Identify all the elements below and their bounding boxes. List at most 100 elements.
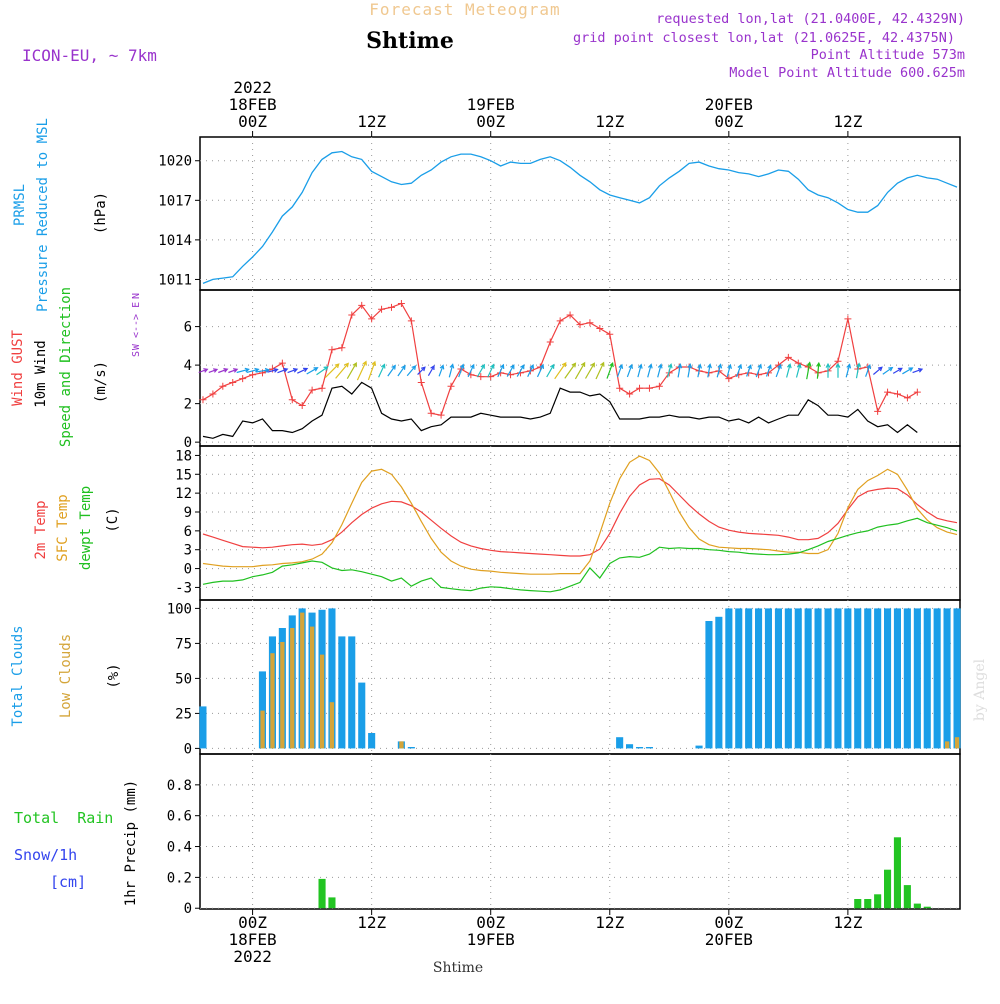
- wind-direction-arrow: [657, 363, 663, 378]
- total-cloud-bar: [725, 608, 733, 749]
- gust-marker: [199, 396, 207, 404]
- wind-direction-arrow: [775, 363, 782, 378]
- wind-direction-arrow: [406, 365, 417, 377]
- gust-marker: [645, 384, 653, 392]
- wind-direction-arrow: [687, 363, 693, 378]
- rain-bar: [884, 869, 892, 909]
- wind-direction-arrow: [697, 363, 703, 378]
- time-label: 2022: [233, 78, 272, 97]
- wind-direction-arrow: [397, 364, 406, 377]
- time-label: 12Z: [595, 112, 624, 131]
- snow-title: Snow/1h: [14, 846, 77, 864]
- dewpt-title: dewpt Temp: [78, 486, 94, 570]
- rain-bar: [923, 906, 931, 909]
- gust-marker: [616, 384, 624, 392]
- total-cloud-bar: [794, 608, 802, 749]
- precip-frame: [199, 753, 961, 910]
- total-cloud-bar: [824, 608, 832, 749]
- wind-direction-arrow: [208, 368, 219, 373]
- wind-direction-arrow: [516, 364, 525, 377]
- wind-direction-arrow: [236, 367, 250, 374]
- total-cloud-bar: [735, 608, 743, 749]
- gust-marker: [586, 319, 594, 327]
- wind-panel: 0 2 4 6: [184, 290, 961, 451]
- wind-direction-arrow: [277, 367, 289, 374]
- gust-marker: [348, 311, 356, 319]
- temperature-panel: -3 0 3 6 9 12 15 18: [175, 445, 961, 601]
- total-cloud-bar: [348, 636, 356, 749]
- low-cloud-bar: [399, 741, 404, 749]
- compass-n: N: [131, 293, 142, 299]
- pressure-unit: (hPa): [93, 192, 109, 234]
- total-cloud-bar: [258, 671, 266, 749]
- temperature-ytick-label: 6: [184, 524, 192, 540]
- wind-direction-arrow: [595, 361, 605, 380]
- wind-direction-arrow: [726, 363, 732, 378]
- rain-bar: [903, 885, 911, 909]
- total-cloud-bar: [755, 608, 763, 749]
- low-cloud-bar: [270, 653, 275, 749]
- wind-direction-arrow: [536, 363, 544, 378]
- time-label: 00Z: [714, 112, 743, 131]
- total-cloud-bar: [864, 608, 872, 749]
- time-label: 12Z: [595, 913, 624, 932]
- wind-direction-arrow: [324, 363, 340, 379]
- wind-direction-arrow: [845, 363, 852, 378]
- point-altitude: Point Altitude 573m: [811, 47, 965, 63]
- location-footer: Shtime: [433, 960, 483, 976]
- wind-ytick-label: 2: [184, 397, 192, 413]
- wind-title: 10m Wind: [33, 340, 49, 407]
- wind-direction-arrow: [637, 363, 643, 378]
- dewpt-line: [202, 517, 958, 593]
- gust-marker: [378, 305, 386, 313]
- temperature-ytick-label: 3: [184, 543, 192, 559]
- rain-bar: [864, 899, 872, 909]
- gust-marker: [417, 378, 425, 386]
- gust-marker: [913, 388, 921, 396]
- precip-panel: 0 0.2 0.4 0.6 0.8: [167, 753, 961, 917]
- total-cloud-bar: [913, 608, 921, 749]
- total-cloud-bar: [774, 608, 782, 749]
- pressure-ytick-label: 1014: [158, 233, 192, 249]
- model-altitude: Model Point Altitude 600.625m: [729, 65, 965, 81]
- time-label: 12Z: [357, 913, 386, 932]
- total-cloud-bar: [953, 608, 961, 749]
- temperature-ytick-label: 12: [175, 486, 192, 502]
- sfc-temp-line: [202, 455, 958, 575]
- clouds-unit: (%): [106, 663, 122, 688]
- total-cloud-bar: [854, 608, 862, 749]
- pressure-ytick-label: 1011: [158, 272, 192, 288]
- time-label: 12Z: [833, 112, 862, 131]
- wind-speed-line: [202, 381, 918, 439]
- pressure-line: [202, 150, 958, 285]
- panels: 10111014101710200246-3036912151802550751…: [158, 137, 961, 917]
- gust-marker: [903, 394, 911, 402]
- gust-marker: [437, 411, 445, 419]
- wind-direction-arrow: [476, 363, 485, 378]
- gust-marker: [239, 375, 247, 383]
- low-cloud-bar: [954, 737, 960, 749]
- clouds-side-labels: Total Clouds Low Clouds (%): [10, 625, 122, 726]
- wind-direction-arrow: [816, 361, 821, 379]
- clouds-panel: 0 25 50 75 100: [167, 599, 961, 757]
- time-label: 00Z: [476, 913, 505, 932]
- gust-marker: [606, 330, 614, 338]
- rain-bar: [874, 894, 882, 909]
- wind-direction-arrow: [427, 364, 435, 376]
- wind-direction-arrow: [458, 363, 465, 378]
- temperature-side-labels: 2m Temp SFC Temp dewpt Temp (C): [33, 486, 121, 570]
- low-cloud-bar: [290, 628, 295, 749]
- gust-marker: [219, 382, 227, 390]
- wind-direction-arrow: [487, 363, 495, 378]
- wind-direction-arrow: [316, 366, 329, 376]
- wind-direction-arrow: [198, 368, 209, 374]
- gust-marker: [397, 299, 405, 307]
- wind-direction-arrow: [616, 363, 624, 378]
- wind-direction-arrow: [356, 360, 367, 381]
- wind-direction-arrow: [765, 364, 772, 377]
- compass-s: S: [131, 351, 142, 357]
- wind-direction-arrow: [246, 367, 260, 373]
- snow-unit: [cm]: [50, 873, 86, 891]
- precip-ytick-label: 0.6: [167, 809, 192, 825]
- low-cloud-bar: [319, 654, 325, 749]
